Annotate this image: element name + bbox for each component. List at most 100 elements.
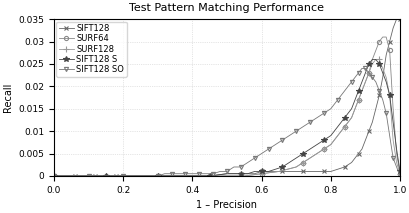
SIFT128 SO <box>335 98 339 101</box>
SURF128 <box>393 161 398 164</box>
SIFT128 <box>93 175 98 177</box>
SIFT128 SO <box>189 173 194 175</box>
SURF64 <box>307 157 312 159</box>
SIFT128 SO <box>362 67 367 70</box>
SIFT128 SO <box>286 134 291 137</box>
SURF128 <box>348 117 353 119</box>
SIFT128 <box>58 175 63 177</box>
SIFT128 S <box>307 148 312 150</box>
SIFT128 <box>265 170 270 173</box>
SURF64 <box>359 89 364 92</box>
SIFT128 S <box>359 81 364 83</box>
SIFT128 <box>279 170 284 173</box>
SURF128 <box>376 58 381 61</box>
SIFT128 <box>300 170 305 173</box>
SIFT128 SO <box>203 173 208 175</box>
SIFT128 SO <box>307 121 312 124</box>
SURF128 <box>189 175 194 177</box>
SIFT128 <box>224 173 229 175</box>
SURF64 <box>258 173 263 175</box>
SURF64 <box>383 36 388 38</box>
SIFT128 SO <box>383 112 388 115</box>
SIFT128 S <box>369 58 374 61</box>
SIFT128 SO <box>359 67 364 70</box>
SIFT128 <box>355 152 360 155</box>
SIFT128 <box>314 170 319 173</box>
SIFT128 SO <box>366 72 371 74</box>
SIFT128 <box>352 157 357 159</box>
SIFT128 S <box>355 89 360 92</box>
SIFT128 <box>189 175 194 177</box>
SIFT128 SO <box>314 117 319 119</box>
SIFT128 <box>238 173 243 175</box>
SIFT128 S <box>103 175 108 177</box>
SIFT128 S <box>352 98 357 101</box>
SIFT128 SO <box>386 134 391 137</box>
Title: Test Pattern Matching Performance: Test Pattern Matching Performance <box>129 3 324 13</box>
SIFT128 <box>366 130 371 132</box>
SURF64 <box>276 170 281 173</box>
SURF64 <box>207 175 211 177</box>
SURF128 <box>258 173 263 175</box>
SIFT128 S <box>120 175 125 177</box>
SIFT128 <box>286 170 291 173</box>
SIFT128 <box>207 175 211 177</box>
SIFT128 S <box>52 175 56 177</box>
SIFT128 SO <box>196 173 201 175</box>
SURF128 <box>383 76 388 79</box>
SURF128 <box>390 139 395 141</box>
SIFT128 <box>321 170 326 173</box>
SIFT128 S <box>328 134 333 137</box>
SIFT128 S <box>383 81 388 83</box>
SIFT128 S <box>348 107 353 110</box>
Legend: SIFT128, SURF64, SURF128, SIFT128 S, SIFT128 SO: SIFT128, SURF64, SURF128, SIFT128 S, SIF… <box>56 22 126 77</box>
SIFT128 <box>397 18 402 20</box>
Line: SIFT128 SO: SIFT128 SO <box>52 66 401 178</box>
SIFT128 S <box>300 152 305 155</box>
SURF64 <box>393 152 398 155</box>
SIFT128 S <box>373 58 378 61</box>
SURF128 <box>359 89 364 92</box>
SIFT128 S <box>86 175 91 177</box>
SURF128 <box>241 175 246 177</box>
SURF128 <box>397 173 402 175</box>
SIFT128 <box>138 175 143 177</box>
SURF128 <box>224 175 229 177</box>
SURF128 <box>386 94 391 96</box>
SIFT128 S <box>390 121 395 124</box>
SIFT128 <box>390 27 395 29</box>
SURF128 <box>366 72 371 74</box>
SURF64 <box>241 175 246 177</box>
SIFT128 SO <box>300 125 305 128</box>
SIFT128 S <box>335 125 339 128</box>
SURF64 <box>352 107 357 110</box>
SIFT128 SO <box>210 173 215 175</box>
SURF64 <box>293 166 298 168</box>
SIFT128 SO <box>138 175 143 177</box>
SIFT128 S <box>293 157 298 159</box>
SIFT128 <box>65 175 70 177</box>
SIFT128 <box>379 76 384 79</box>
SURF64 <box>390 107 395 110</box>
SURF128 <box>103 175 108 177</box>
SIFT128 S <box>379 72 384 74</box>
SIFT128 SO <box>224 170 229 173</box>
SIFT128 SO <box>245 161 249 164</box>
SURF128 <box>314 152 319 155</box>
SIFT128 SO <box>342 89 346 92</box>
SURF64 <box>224 175 229 177</box>
Line: SURF128: SURF128 <box>51 57 402 179</box>
X-axis label: 1 – Precision: 1 – Precision <box>196 200 257 210</box>
SURF64 <box>155 175 160 177</box>
SIFT128 <box>373 107 378 110</box>
SIFT128 SO <box>348 81 353 83</box>
SIFT128 SO <box>373 81 378 83</box>
SIFT128 S <box>393 148 398 150</box>
SURF64 <box>69 175 74 177</box>
SURF64 <box>362 81 367 83</box>
SURF128 <box>342 125 346 128</box>
SURF64 <box>366 72 371 74</box>
SIFT128 <box>100 175 105 177</box>
SIFT128 <box>72 175 77 177</box>
SIFT128 SO <box>103 175 108 177</box>
